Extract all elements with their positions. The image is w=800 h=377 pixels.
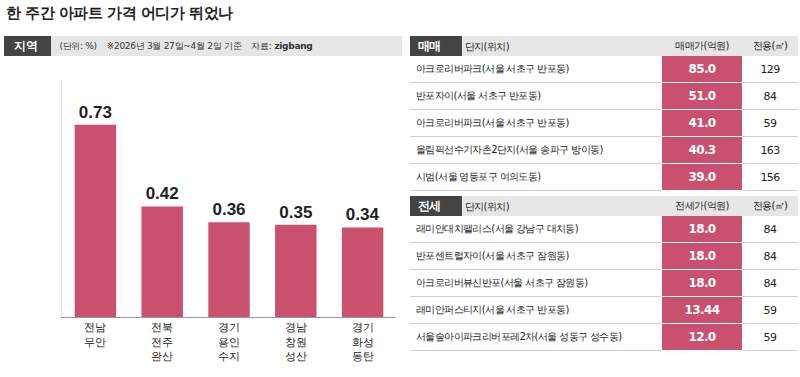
html-text:지역: 지역: [14, 39, 38, 53]
html-text:41.0: 41.0: [688, 116, 716, 130]
html-text:올림픽선수기자촌2단지(서울 송파구 방이동): 올림픽선수기자촌2단지(서울 송파구 방이동): [416, 144, 603, 155]
html-text:아크로리버파크(서울 서초구 반포동): 아크로리버파크(서울 서초구 반포동): [416, 117, 569, 128]
html-text:전세가(억원): 전세가(억원): [675, 200, 729, 211]
html-text:18.0: 18.0: [688, 222, 716, 236]
svg-text:경기용인수지: 경기용인수지: [218, 321, 240, 363]
html-text:59: 59: [763, 303, 777, 317]
svg-text:0.73: 0.73: [79, 103, 112, 122]
html-text:서울숲아이파크리버포레2차(서울 성동구 성수동): 서울숲아이파크리버포레2차(서울 성동구 성수동): [416, 331, 622, 342]
html-text:단지(위치): 단지(위치): [464, 200, 509, 212]
html-text:(단위: %): (단위: %): [59, 40, 97, 51]
html-text:단지(위치): 단지(위치): [464, 40, 509, 52]
html-text:84: 84: [763, 276, 777, 290]
svg-text:경기화성동탄: 경기화성동탄: [352, 321, 374, 363]
html-text:163: 163: [760, 143, 780, 157]
html-text:40.3: 40.3: [688, 143, 716, 157]
html-text:18.0: 18.0: [688, 276, 716, 290]
html-text:129: 129: [760, 62, 780, 76]
svg-text:0.34: 0.34: [346, 205, 380, 224]
svg-text:0.36: 0.36: [212, 200, 245, 219]
html-text:아크로리버뷰신반포(서울 서초구 잠원동): 아크로리버뷰신반포(서울 서초구 잠원동): [416, 277, 588, 288]
html-text:59: 59: [763, 116, 777, 130]
html-text:84: 84: [763, 222, 777, 236]
html-text:12.0: 12.0: [688, 330, 716, 344]
html-text:84: 84: [763, 89, 777, 103]
html-text:시범(서울 영등포구 여의도동): 시범(서울 영등포구 여의도동): [416, 171, 541, 182]
html-text:매매가(억원): 매매가(억원): [675, 40, 729, 51]
html-text:156: 156: [760, 170, 780, 184]
html-text:84: 84: [763, 249, 777, 263]
html-text:18.0: 18.0: [688, 249, 716, 263]
html-text:반포자이(서울 서초구 반포동): 반포자이(서울 서초구 반포동): [416, 90, 541, 101]
html-text:래미안퍼스티지(서울 서초구 반포동): 래미안퍼스티지(서울 서초구 반포동): [416, 304, 569, 315]
svg-text:전남무안: 전남무안: [84, 321, 106, 348]
svg-text:전북전주완산: 전북전주완산: [151, 321, 173, 363]
html-text:한 주간 아파트 가격 어디가 뛰었나: 한 주간 아파트 가격 어디가 뛰었나: [6, 4, 233, 22]
html-text:※2026년 3월 27일~4월 2일 기준: ※2026년 3월 27일~4월 2일 기준: [106, 40, 242, 51]
svg-text:0.35: 0.35: [279, 203, 312, 222]
html-text:전세: 전세: [418, 198, 441, 213]
html-text:51.0: 51.0: [688, 89, 716, 103]
html-text:래미안대치팰리스(서울 강남구 대치동): 래미안대치팰리스(서울 강남구 대치동): [416, 223, 579, 234]
html-text:전용(㎡): 전용(㎡): [752, 200, 788, 211]
html-text:자료: zigbang: 자료: zigbang: [251, 40, 313, 51]
html-text:59: 59: [763, 330, 777, 344]
html-text:39.0: 39.0: [688, 170, 716, 184]
html-text:13.44: 13.44: [684, 303, 720, 317]
html-text:85.0: 85.0: [688, 62, 716, 76]
html-text:매매: 매매: [418, 38, 441, 53]
svg-text:0.42: 0.42: [146, 184, 179, 203]
html-text:아크로리버파크(서울 서초구 반포동): 아크로리버파크(서울 서초구 반포동): [416, 63, 569, 74]
svg-text:경남창원성산: 경남창원성산: [285, 321, 307, 363]
html-text:반포센트럴자이(서울 서초구 잠원동): 반포센트럴자이(서울 서초구 잠원동): [416, 250, 569, 261]
html-text:전용(㎡): 전용(㎡): [752, 40, 788, 51]
